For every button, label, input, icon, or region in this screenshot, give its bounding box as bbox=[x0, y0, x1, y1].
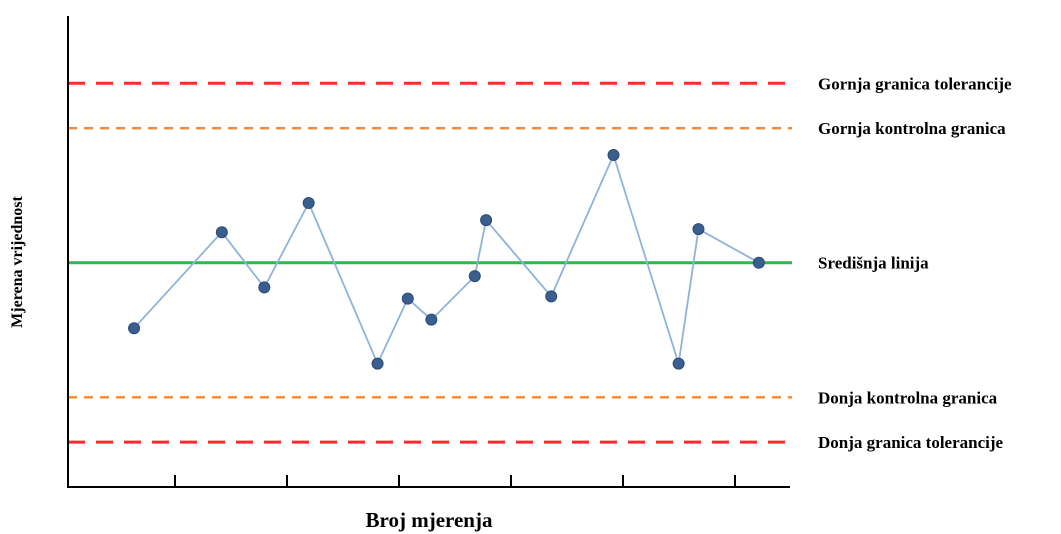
data-point bbox=[128, 322, 141, 335]
measurement-series bbox=[128, 149, 765, 370]
ref-label-sredisnja-linija: Središnja linija bbox=[818, 254, 929, 273]
ref-label-donja-granica-tolerancije: Donja granica tolerancije bbox=[818, 433, 1004, 452]
data-point bbox=[607, 149, 620, 162]
data-point bbox=[302, 197, 315, 210]
data-point bbox=[545, 290, 558, 303]
data-point bbox=[752, 256, 765, 269]
y-axis-label: Mjerena vrijednost bbox=[9, 195, 26, 327]
data-point bbox=[692, 223, 705, 236]
ref-label-gornja-granica-tolerancije: Gornja granica tolerancije bbox=[818, 74, 1012, 93]
axes bbox=[67, 16, 790, 488]
reference-line-labels: Gornja granica tolerancije Gornja kontrol… bbox=[818, 74, 1012, 452]
data-point bbox=[401, 292, 414, 305]
x-ticks bbox=[174, 475, 736, 487]
ref-label-gornja-kontrolna-granica: Gornja kontrolna granica bbox=[818, 119, 1006, 138]
data-point bbox=[468, 270, 481, 283]
data-point bbox=[425, 313, 438, 326]
data-point bbox=[371, 357, 384, 370]
series-line bbox=[133, 152, 760, 366]
data-point bbox=[258, 281, 271, 294]
data-point bbox=[215, 226, 228, 239]
data-point bbox=[480, 214, 493, 227]
data-point bbox=[672, 357, 685, 370]
reference-lines bbox=[68, 81, 792, 444]
x-axis-label: Broj mjerenja bbox=[366, 508, 493, 532]
ref-label-donja-kontrolna-granica: Donja kontrolna granica bbox=[818, 388, 998, 407]
